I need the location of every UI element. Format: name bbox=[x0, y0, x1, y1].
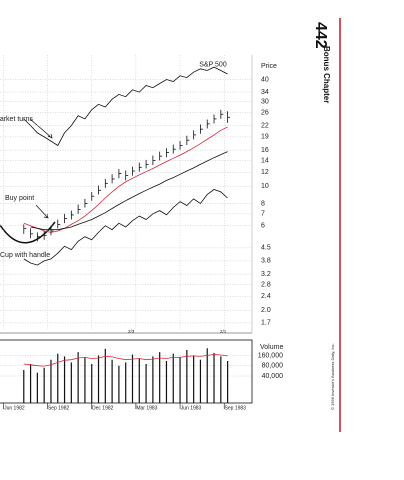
y-tick-label: 3.2 bbox=[261, 271, 271, 278]
series-label: S&P 500 bbox=[199, 61, 227, 68]
cup-outline bbox=[0, 221, 56, 244]
y-tick-label: 12 bbox=[261, 169, 269, 176]
x-tick-label: Dec 1982 bbox=[92, 405, 114, 411]
annotation: Cup with handle bbox=[0, 252, 50, 259]
y-tick-label: 8 bbox=[261, 200, 265, 207]
y-tick-label: 2.0 bbox=[261, 307, 271, 314]
y-tick-label: 14 bbox=[261, 157, 269, 164]
y-tick-label: 40 bbox=[261, 76, 269, 83]
x-tick-label: Sep 1982 bbox=[48, 405, 70, 411]
volume-average bbox=[23, 354, 228, 367]
volume-panel bbox=[0, 339, 253, 404]
y-tick-label: 19 bbox=[261, 134, 269, 141]
volume-tick-label: 80,000 bbox=[262, 363, 284, 370]
line bbox=[23, 126, 228, 233]
line bbox=[23, 66, 228, 147]
y-tick-label: 26 bbox=[261, 110, 269, 117]
copyright: © 1999 Investor's Business Daily, Inc. bbox=[330, 343, 335, 410]
arrow bbox=[29, 118, 53, 139]
chapter-title: Bonus Chapter bbox=[322, 46, 331, 103]
y-tick-label: 30 bbox=[261, 99, 269, 106]
y-tick-label: 2.8 bbox=[261, 281, 271, 288]
y-tick-label: 16 bbox=[261, 147, 269, 154]
y-tick-label: 4.5 bbox=[261, 245, 271, 252]
x-tick-label: Jun 1982 bbox=[4, 405, 25, 411]
volume-tick-label: 160,000 bbox=[258, 352, 283, 359]
y-tick-label: 2.4 bbox=[261, 293, 271, 300]
annotation: Market turns bbox=[0, 116, 33, 123]
y-tick-label: 10 bbox=[261, 183, 269, 190]
annotation: 2/1 bbox=[220, 329, 227, 334]
annotation: 2/3 bbox=[128, 329, 135, 334]
annotation: Buy point bbox=[5, 195, 34, 202]
line bbox=[23, 189, 228, 266]
y-tick-label: 34 bbox=[261, 89, 269, 96]
y-tick-label: 3.8 bbox=[261, 258, 271, 265]
y-tick-label: 6 bbox=[261, 223, 265, 230]
x-tick-label: Jun 1983 bbox=[181, 405, 202, 411]
y-tick-label: 22 bbox=[261, 122, 269, 129]
y-axis-label: Price bbox=[261, 63, 277, 70]
page-number: 442 bbox=[312, 22, 329, 49]
x-tick-label: Mar 1983 bbox=[136, 405, 157, 411]
volume-tick-label: 40,000 bbox=[262, 373, 284, 380]
x-tick-label: Sep 1983 bbox=[225, 405, 247, 411]
volume-label: Volume bbox=[260, 344, 283, 351]
y-tick-label: 7 bbox=[261, 211, 265, 218]
y-tick-label: 1.7 bbox=[261, 320, 271, 327]
line bbox=[30, 151, 228, 231]
